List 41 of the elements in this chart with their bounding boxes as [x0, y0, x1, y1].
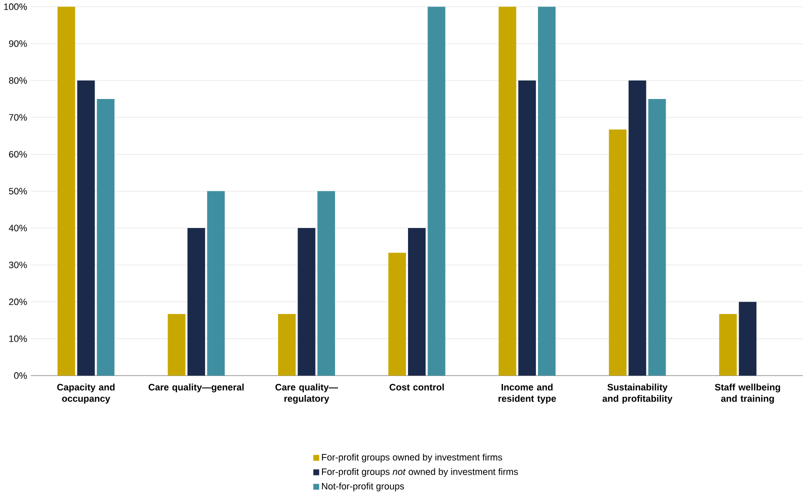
bar — [719, 314, 737, 376]
y-tick-label: 10% — [9, 335, 27, 342]
bar — [648, 98, 666, 376]
y-tick-label: 50% — [8, 188, 27, 194]
y-tick-label: 60% — [9, 150, 27, 158]
bar — [608, 130, 627, 376]
legend-label: For-profit groups not owned by investment firms — [322, 468, 518, 477]
y-tick-label: 0% — [14, 372, 27, 379]
bar — [58, 6, 76, 376]
bar — [96, 98, 114, 376]
bar — [628, 80, 646, 376]
x-tick-label: Sustainability and profitability — [602, 384, 672, 404]
y-tick-label: 20% — [9, 298, 27, 306]
bar — [388, 252, 406, 376]
bar — [538, 6, 556, 376]
bar — [207, 191, 225, 376]
y-tick-label: 40% — [8, 224, 27, 232]
y-tick-label: 90% — [9, 40, 27, 47]
bar — [298, 228, 316, 376]
y-tick-label: 80% — [9, 77, 27, 84]
legend-label: For-profit groups owned by investment firms — [322, 454, 502, 462]
x-tick-label: Care quality—general — [148, 384, 244, 392]
bar — [168, 314, 186, 376]
bar — [77, 80, 95, 376]
bar — [278, 314, 296, 376]
y-tick-label: 70% — [9, 114, 27, 121]
bar — [738, 302, 756, 376]
bar — [498, 6, 516, 376]
x-tick-label: Income and resident type — [498, 384, 556, 404]
x-tick-label: Staff wellbeing and training — [714, 384, 780, 404]
y-tick-label: 30% — [8, 262, 27, 268]
bar — [518, 80, 536, 376]
bar — [187, 228, 206, 376]
x-tick-label: Care quality—regulatory — [275, 384, 338, 404]
x-tick-label: Cost control — [390, 384, 444, 390]
bar — [408, 228, 426, 376]
bar — [428, 6, 446, 376]
y-tick-label: 100% — [4, 3, 27, 10]
legend-label: Not-for-profit groups — [322, 482, 404, 492]
x-tick-label: Capacity and occupancy — [57, 384, 115, 404]
bar — [317, 191, 336, 376]
